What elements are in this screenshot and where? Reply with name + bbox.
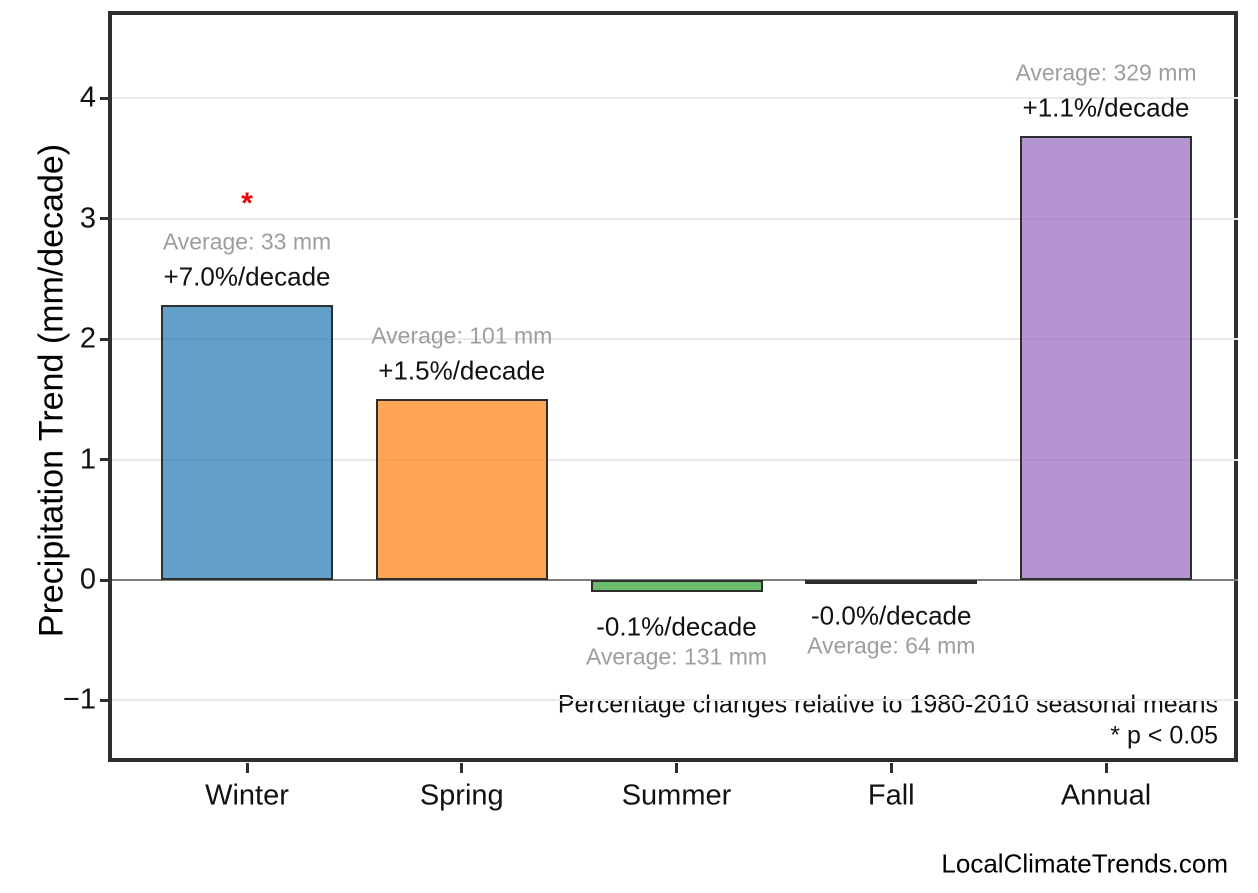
y-tick-label-3: 3 [79,202,96,235]
annotation-percent-summer: -0.1%/decade [596,611,757,642]
plot-panel [108,11,1238,762]
y-tick-mark-0 [100,578,111,582]
annotation-average-fall: Average: 64 mm [807,632,976,659]
x-tick-mark-summer [675,763,678,773]
y-tick-label-4: 4 [79,81,96,114]
gridline-y4 [112,97,1238,100]
y-tick-mark-4 [100,96,111,100]
y-tick-label-2: 2 [79,322,96,355]
bar-fall [805,580,978,584]
x-tick-label-spring: Spring [419,779,504,812]
annotation-percent-winter: +7.0%/decade [163,261,331,292]
gridline-y3 [112,217,1238,220]
x-tick-label-fall: Fall [867,779,915,812]
footnote-percent-basis: Percentage changes relative to 1980-2010… [557,690,1218,719]
y-tick-mark-1 [100,458,111,462]
y-tick-label-0: 0 [79,563,96,596]
y-tick-label-1: 1 [79,443,96,476]
y-tick-label--1: −1 [62,683,96,716]
annotation-average-spring: Average: 101 mm [371,322,553,349]
watermark-localclimatetrends: LocalClimateTrends.com [941,848,1228,879]
x-tick-mark-spring [460,763,464,773]
bar-summer [590,580,763,593]
y-tick-mark-3 [100,217,111,221]
bar-spring [375,399,548,580]
bar-annual [1020,135,1192,580]
gridline-y2 [112,338,1238,341]
annotation-average-winter: Average: 33 mm [162,228,332,255]
x-tick-mark-annual [1104,763,1108,773]
x-tick-mark-fall [889,763,893,773]
y-tick-mark-2 [100,337,111,341]
bar-winter [161,305,333,580]
x-tick-mark-winter [245,763,249,773]
x-tick-label-summer: Summer [621,779,732,812]
x-tick-label-winter: Winter [205,779,289,812]
annotation-percent-fall: -0.0%/decade [811,600,972,631]
footnote-significance: * p < 0.05 [1110,721,1218,750]
y-tick-mark--1 [100,698,111,702]
gridline-y1 [112,458,1238,461]
gridline-y-1 [112,699,1238,702]
x-tick-label-annual: Annual [1060,779,1152,812]
annotation-average-annual: Average: 329 mm [1015,59,1197,86]
annotation-average-summer: Average: 131 mm [585,643,768,670]
annotation-percent-spring: +1.5%/decade [378,355,546,386]
annotation-percent-annual: +1.1%/decade [1022,92,1190,123]
significance-star-winter: * [241,187,253,221]
y-axis-title: Precipitation Trend (mm/decade) [32,143,71,638]
